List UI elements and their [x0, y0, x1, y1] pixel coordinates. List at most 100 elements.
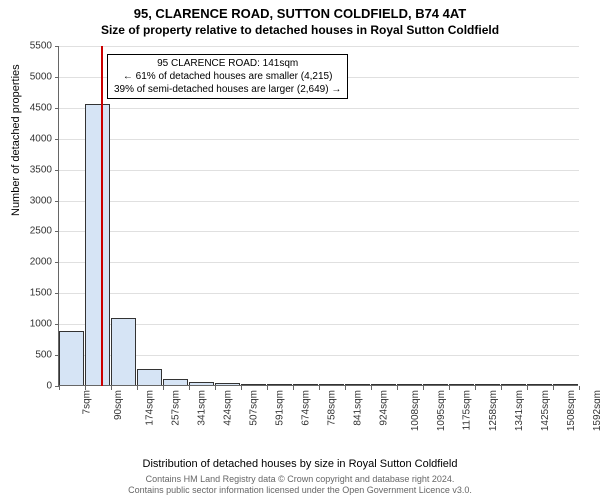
xtick-label: 591sqm — [275, 390, 286, 426]
histogram-bar — [553, 384, 578, 385]
gridline — [59, 46, 579, 47]
xtick-mark — [423, 386, 424, 390]
xtick-mark — [579, 386, 580, 390]
histogram-bar — [319, 384, 344, 385]
xtick-label: 1592sqm — [592, 390, 600, 431]
histogram-bar — [527, 384, 552, 385]
histogram-bar — [189, 382, 214, 385]
gridline — [59, 355, 579, 356]
page-title: 95, CLARENCE ROAD, SUTTON COLDFIELD, B74… — [0, 0, 600, 21]
xtick-mark — [501, 386, 502, 390]
ytick-mark — [55, 170, 59, 171]
xtick-label: 90sqm — [113, 390, 124, 420]
ytick-label: 500 — [12, 350, 52, 361]
xtick-label: 758sqm — [327, 390, 338, 426]
histogram-bar — [501, 384, 526, 385]
histogram-bar — [475, 384, 500, 385]
xtick-label: 7sqm — [81, 390, 92, 414]
footer-line: Contains public sector information licen… — [0, 485, 600, 496]
chart-area: 7sqm90sqm174sqm257sqm341sqm424sqm507sqm5… — [58, 46, 578, 406]
xtick-mark — [319, 386, 320, 390]
property-marker-line — [101, 46, 103, 386]
gridline — [59, 262, 579, 263]
xtick-mark — [293, 386, 294, 390]
footer-line: Contains HM Land Registry data © Crown c… — [0, 474, 600, 485]
gridline — [59, 293, 579, 294]
ytick-mark — [55, 231, 59, 232]
xtick-mark — [371, 386, 372, 390]
histogram-bar — [371, 384, 396, 385]
xtick-mark — [553, 386, 554, 390]
histogram-bar — [111, 318, 136, 385]
ytick-label: 4000 — [12, 133, 52, 144]
footer-attribution: Contains HM Land Registry data © Crown c… — [0, 474, 600, 496]
histogram-bar — [137, 369, 162, 385]
ytick-label: 4500 — [12, 102, 52, 113]
xtick-mark — [267, 386, 268, 390]
ytick-label: 5500 — [12, 41, 52, 52]
xtick-label: 174sqm — [145, 390, 156, 426]
xtick-label: 1341sqm — [514, 390, 525, 431]
xtick-label: 424sqm — [223, 390, 234, 426]
xtick-label: 841sqm — [353, 390, 364, 426]
ytick-mark — [55, 139, 59, 140]
annotation-box: 95 CLARENCE ROAD: 141sqm← 61% of detache… — [107, 54, 348, 99]
gridline — [59, 170, 579, 171]
annotation-line: ← 61% of detached houses are smaller (4,… — [114, 70, 341, 83]
xtick-mark — [163, 386, 164, 390]
xtick-label: 1258sqm — [488, 390, 499, 431]
xtick-label: 674sqm — [301, 390, 312, 426]
histogram-bar — [163, 379, 188, 385]
histogram-bar — [345, 384, 370, 385]
xtick-mark — [397, 386, 398, 390]
histogram-bar — [397, 384, 422, 385]
ytick-mark — [55, 262, 59, 263]
xtick-mark — [527, 386, 528, 390]
xtick-mark — [241, 386, 242, 390]
gridline — [59, 201, 579, 202]
histogram-bar — [241, 384, 266, 385]
ytick-label: 2500 — [12, 226, 52, 237]
ytick-mark — [55, 77, 59, 78]
xtick-mark — [85, 386, 86, 390]
xtick-mark — [111, 386, 112, 390]
xtick-mark — [449, 386, 450, 390]
xtick-mark — [189, 386, 190, 390]
xtick-label: 257sqm — [171, 390, 182, 426]
histogram-bar — [215, 383, 240, 385]
histogram-bar — [59, 331, 84, 385]
ytick-mark — [55, 324, 59, 325]
page-subtitle: Size of property relative to detached ho… — [0, 21, 600, 37]
xtick-mark — [475, 386, 476, 390]
gridline — [59, 108, 579, 109]
ytick-label: 1000 — [12, 319, 52, 330]
xtick-mark — [215, 386, 216, 390]
xtick-mark — [345, 386, 346, 390]
annotation-line: 95 CLARENCE ROAD: 141sqm — [114, 57, 341, 70]
annotation-line: 39% of semi-detached houses are larger (… — [114, 83, 341, 96]
gridline — [59, 324, 579, 325]
x-axis-title: Distribution of detached houses by size … — [0, 458, 600, 470]
ytick-label: 0 — [12, 381, 52, 392]
histogram-bar — [85, 104, 110, 385]
xtick-label: 507sqm — [249, 390, 260, 426]
histogram-bar — [423, 384, 448, 385]
ytick-mark — [55, 293, 59, 294]
xtick-mark — [137, 386, 138, 390]
xtick-label: 341sqm — [197, 390, 208, 426]
histogram-bar — [267, 384, 292, 385]
ytick-mark — [55, 201, 59, 202]
plot-area: 7sqm90sqm174sqm257sqm341sqm424sqm507sqm5… — [58, 46, 578, 386]
xtick-label: 1508sqm — [566, 390, 577, 431]
xtick-label: 924sqm — [379, 390, 390, 426]
gridline — [59, 231, 579, 232]
xtick-mark — [59, 386, 60, 390]
histogram-bar — [293, 384, 318, 385]
ytick-label: 3000 — [12, 195, 52, 206]
xtick-label: 1425sqm — [540, 390, 551, 431]
xtick-label: 1095sqm — [436, 390, 447, 431]
ytick-mark — [55, 46, 59, 47]
ytick-label: 5000 — [12, 71, 52, 82]
ytick-label: 3500 — [12, 164, 52, 175]
ytick-label: 1500 — [12, 288, 52, 299]
